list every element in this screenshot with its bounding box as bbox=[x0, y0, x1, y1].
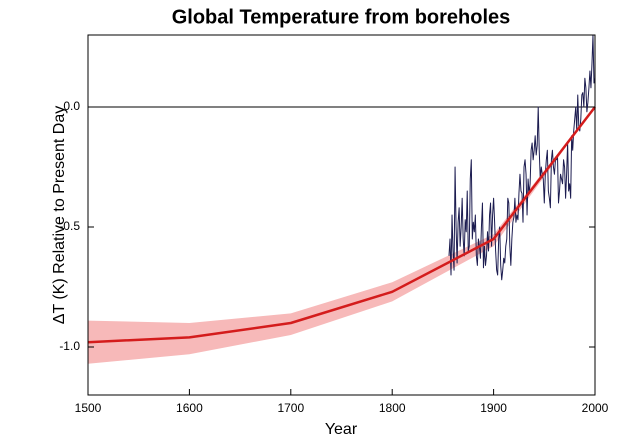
chart-title: Global Temperature from boreholes bbox=[172, 6, 511, 28]
x-tick-label: 1900 bbox=[480, 401, 507, 415]
plot-frame bbox=[87, 34, 596, 396]
y-tick-label: -1.0 bbox=[59, 339, 80, 353]
data-line bbox=[448, 34, 596, 281]
y-axis-label: ΔT (K) Relative to Present Day bbox=[51, 106, 68, 324]
data-line bbox=[87, 106, 596, 344]
x-tick-label: 1800 bbox=[379, 401, 406, 415]
x-tick-label: 1600 bbox=[176, 401, 203, 415]
x-tick-label: 1500 bbox=[75, 401, 102, 415]
y-tick-label: -0.5 bbox=[59, 219, 80, 233]
y-tick-label: 0.0 bbox=[63, 99, 80, 113]
uncertainty-band bbox=[88, 107, 595, 364]
x-axis-label: Year bbox=[325, 421, 358, 438]
x-tick-label: 2000 bbox=[582, 401, 609, 415]
x-tick-label: 1700 bbox=[277, 401, 304, 415]
